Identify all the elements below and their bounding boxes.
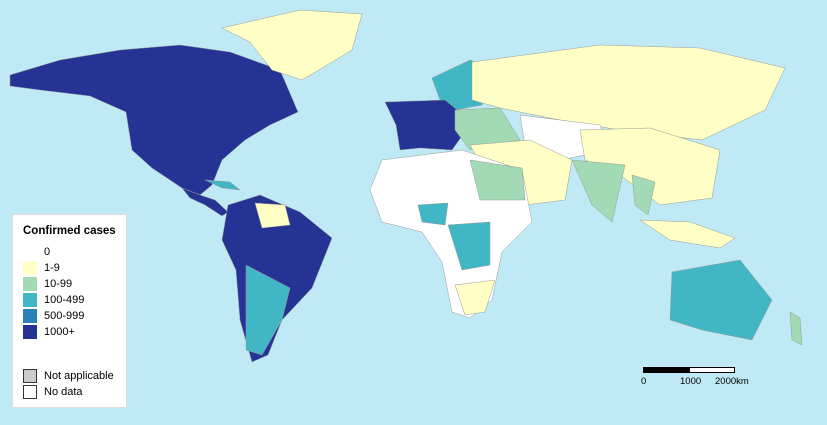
australia: [669, 259, 773, 341]
central-america: [181, 187, 229, 217]
legend: Confirmed cases 0 1-9 10-99 100-499 500-…: [12, 214, 127, 408]
legend-item: 500-999: [23, 309, 84, 323]
legend-label: No data: [44, 386, 83, 398]
legend-item: 1000+: [23, 325, 75, 339]
legend-label: 0: [44, 246, 51, 258]
legend-item: No data: [23, 385, 83, 399]
egypt-region: [469, 159, 526, 201]
caribbean: [204, 179, 241, 191]
legend-item: Not applicable: [23, 369, 114, 383]
india: [571, 159, 626, 223]
southeast-asia: [631, 174, 656, 216]
indonesia: [639, 219, 736, 249]
scale-label: 0: [641, 376, 647, 387]
russia: [471, 44, 786, 141]
argentina-chile: [245, 264, 291, 356]
greenland: [221, 9, 363, 81]
scale-label: 1000: [680, 376, 702, 387]
legend-item: 1-9: [23, 261, 60, 275]
scale-label: 2000km: [715, 376, 749, 387]
legend-item: 10-99: [23, 277, 72, 291]
venezuela-region: [254, 202, 291, 229]
north-america: [9, 44, 299, 196]
legend-label: 500-999: [44, 310, 85, 322]
legend-title: Confirmed cases: [23, 225, 116, 237]
legend-label: Not applicable: [44, 370, 114, 382]
legend-label: 1-9: [44, 262, 60, 274]
europe: [384, 99, 473, 151]
legend-label: 1000+: [44, 326, 75, 338]
legend-label: 100-499: [44, 294, 85, 306]
legend-label: 10-99: [44, 278, 73, 290]
new-zealand: [789, 311, 803, 346]
legend-item: 0: [23, 245, 50, 259]
central-africa: [447, 221, 491, 271]
legend-item: 100-499: [23, 293, 84, 307]
south-africa: [454, 279, 496, 316]
west-africa: [417, 202, 449, 226]
